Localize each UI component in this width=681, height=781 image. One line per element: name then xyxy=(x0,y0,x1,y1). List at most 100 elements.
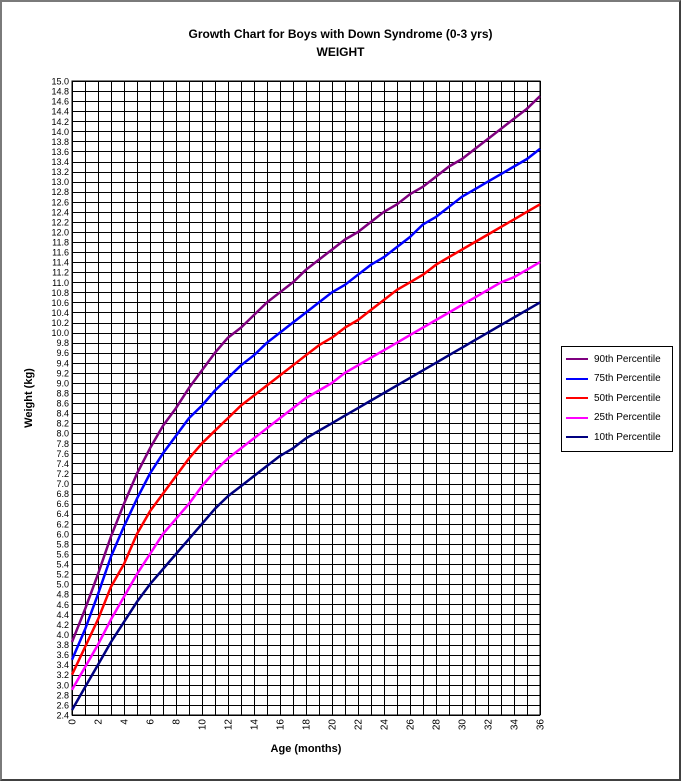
y-tick-label: 13.0 xyxy=(51,177,69,187)
y-axis-label: Weight (kg) xyxy=(23,368,35,428)
y-tick-label: 7.0 xyxy=(56,479,69,489)
y-tick-label: 12.4 xyxy=(51,207,69,217)
y-tick-label: 9.4 xyxy=(56,358,69,368)
y-tick-label: 15.0 xyxy=(51,77,69,87)
y-tick-label: 4.6 xyxy=(56,600,69,610)
y-tick-label: 7.4 xyxy=(56,459,69,469)
y-tick-label: 9.2 xyxy=(56,368,69,378)
y-tick-label: 7.2 xyxy=(56,469,69,479)
y-tick-label: 3.2 xyxy=(56,670,69,680)
y-tick-label: 5.2 xyxy=(56,570,69,580)
x-tick-label: 14 xyxy=(250,719,261,731)
legend-label: 10th Percentile xyxy=(594,431,661,443)
y-tick-label: 6.0 xyxy=(56,529,69,539)
series-line-50th xyxy=(70,203,541,676)
series-line-90th xyxy=(70,95,541,643)
y-tick-label: 4.4 xyxy=(56,610,69,620)
y-tick-label: 3.8 xyxy=(56,640,69,650)
y-tick-label: 14.8 xyxy=(51,87,69,97)
x-tick-label: 32 xyxy=(484,719,495,731)
legend-item: 90th Percentile xyxy=(566,352,661,366)
y-tick-label: 10.4 xyxy=(51,308,69,318)
y-tick-label: 6.4 xyxy=(56,509,69,519)
y-tick-label: 11.0 xyxy=(52,278,69,288)
y-tick-label: 11.2 xyxy=(52,268,69,278)
x-tick-label: 12 xyxy=(224,719,235,731)
y-tick-label: 6.8 xyxy=(56,489,69,499)
x-tick-label: 10 xyxy=(198,719,209,731)
x-tick-label: 18 xyxy=(302,719,313,731)
x-tick-label: 16 xyxy=(276,719,287,731)
y-tick-label: 8.8 xyxy=(56,388,69,398)
y-tick-label: 3.6 xyxy=(56,650,69,660)
y-tick-label: 10.8 xyxy=(51,288,69,298)
series-lines xyxy=(70,95,541,711)
x-tick-label: 36 xyxy=(536,719,547,731)
y-tick-label: 12.2 xyxy=(51,217,69,227)
x-tick-label: 8 xyxy=(172,719,183,725)
y-tick-label: 7.8 xyxy=(56,439,69,449)
y-tick-label: 14.4 xyxy=(51,107,69,117)
y-tick-label: 2.4 xyxy=(56,711,69,721)
y-tick-label: 2.8 xyxy=(56,690,69,700)
y-tick-labels: 2.42.62.83.03.23.43.63.84.04.24.44.64.85… xyxy=(51,77,69,721)
series-line-75th xyxy=(70,147,541,661)
x-tick-labels: 0 2 4 6 8 10 12 14 16 18 20 22 24 26 28 30 32 34 36 xyxy=(68,719,547,731)
y-tick-label: 6.2 xyxy=(56,519,69,529)
y-tick-label: 4.0 xyxy=(56,630,69,640)
y-tick-label: 9.8 xyxy=(56,338,69,348)
y-tick-label: 5.8 xyxy=(56,539,69,549)
y-tick-label: 2.6 xyxy=(56,700,69,710)
y-tick-label: 10.0 xyxy=(51,328,69,338)
legend-item: 25th Percentile xyxy=(566,411,661,425)
legend-swatch xyxy=(566,436,588,438)
legend-label: 50th Percentile xyxy=(594,392,661,404)
legend-swatch xyxy=(566,416,588,419)
y-tick-label: 8.4 xyxy=(56,409,69,419)
y-tick-label: 12.8 xyxy=(51,187,69,197)
y-tick-label: 10.6 xyxy=(51,298,69,308)
y-tick-label: 6.6 xyxy=(56,499,69,509)
y-tick-label: 13.4 xyxy=(51,157,69,167)
y-tick-label: 11.4 xyxy=(52,258,69,268)
y-tick-label: 13.2 xyxy=(51,167,69,177)
y-tick-label: 5.4 xyxy=(56,560,69,570)
y-tick-label: 14.2 xyxy=(51,117,69,127)
series-line-25th xyxy=(70,261,541,691)
x-tick-label: 6 xyxy=(146,719,157,725)
legend-label: 90th Percentile xyxy=(594,353,661,365)
x-tick-label: 34 xyxy=(510,719,521,731)
y-tick-label: 13.8 xyxy=(51,137,69,147)
y-tick-label: 14.0 xyxy=(51,127,69,137)
y-tick-label: 12.0 xyxy=(51,227,69,237)
legend-item: 75th Percentile xyxy=(566,372,661,386)
x-tick-label: 2 xyxy=(94,719,105,725)
y-tick-label: 4.8 xyxy=(56,590,69,600)
x-axis-label: Age (months) xyxy=(271,743,342,755)
legend: 90th Percentile 75th Percentile 50th Perce… xyxy=(561,346,673,452)
x-tick-label: 28 xyxy=(432,719,443,731)
y-tick-label: 11.6 xyxy=(52,248,69,258)
y-tick-label: 4.2 xyxy=(56,620,69,630)
chart-title: Growth Chart for Boys with Down Syndrome… xyxy=(188,27,493,41)
y-tick-label: 10.2 xyxy=(51,318,69,328)
y-tick-label: 9.6 xyxy=(56,348,69,358)
y-tick-label: 5.6 xyxy=(56,549,69,559)
x-tick-label: 0 xyxy=(68,719,79,725)
x-tick-label: 26 xyxy=(406,719,417,731)
legend-swatch xyxy=(566,397,588,399)
y-tick-label: 5.0 xyxy=(56,580,69,590)
y-tick-label: 11.8 xyxy=(52,238,69,248)
legend-label: 75th Percentile xyxy=(594,373,661,384)
legend-item: 50th Percentile xyxy=(566,391,661,405)
y-tick-label: 8.6 xyxy=(56,399,69,409)
y-tick-label: 13.6 xyxy=(51,147,69,157)
legend-item: 10th Percentile xyxy=(566,430,661,444)
y-tick-label: 3.4 xyxy=(56,660,69,670)
x-tick-label: 30 xyxy=(458,719,469,731)
y-tick-label: 7.6 xyxy=(56,449,69,459)
legend-swatch xyxy=(566,377,588,380)
legend-swatch xyxy=(566,358,588,360)
y-tick-label: 12.6 xyxy=(51,197,69,207)
